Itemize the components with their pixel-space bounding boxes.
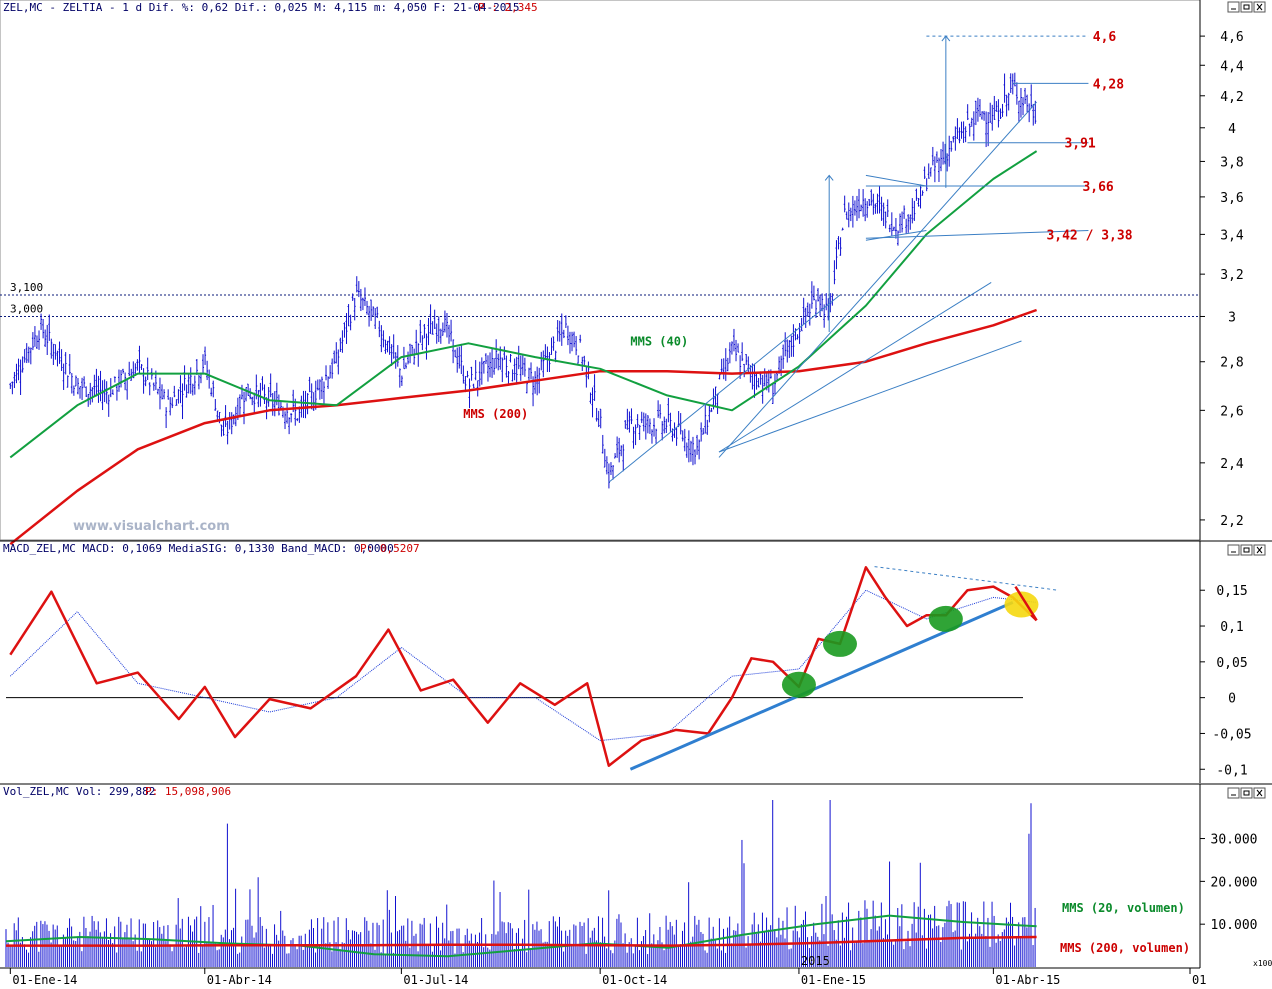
level-label: 3,000: [10, 302, 43, 315]
macd-y-tick-label: 0: [1228, 692, 1236, 707]
price-y-tick-label: 4,6: [1220, 30, 1243, 45]
volume-minimize-button[interactable]: [1227, 787, 1240, 799]
macd-y-tick-label: 0,15: [1216, 584, 1247, 599]
volume-y-tick-label: 30.000: [1211, 833, 1258, 848]
trend-line: [718, 281, 992, 453]
macd-y-axis: 0,15 0,1 0,05 0 -0,05 -0,1: [1200, 584, 1252, 778]
pane-buttons-volume: [1227, 787, 1266, 799]
volume-y-tick-label: 10.000: [1211, 918, 1258, 933]
support-label-391: 3,91: [1064, 137, 1095, 152]
volume-pane-header: Vol_ZEL,MC Vol: 299,882: [3, 785, 155, 798]
macd-signal-marker: [781, 671, 816, 698]
resistance-label-428: 4,28: [1093, 77, 1124, 92]
annotations: [608, 35, 1089, 483]
price-plot: 3,100 3,000 4,6 4,28 3,91 3,66 3,42 / 3,38 MMS …: [0, 30, 1200, 546]
x-axis: 01-Ene-14 01-Abr-14 01-Jul-14 01-Oct-14 01-E…: [0, 954, 1206, 987]
macd-y-tick-label: 0,05: [1216, 656, 1247, 671]
maximize-icon: [1243, 547, 1250, 553]
macd-line: [9, 566, 1038, 767]
trend-line: [865, 174, 927, 187]
macd-signal-line: [9, 589, 1037, 742]
minimize-button[interactable]: [1227, 1, 1240, 13]
macd-y-tick-label: 0,1: [1220, 620, 1243, 635]
volume-mms20-line: [5, 914, 1037, 958]
macd-minimize-button[interactable]: [1227, 544, 1240, 556]
price-y-axis: 4,6 4,4 4,2 4 3,8 3,6 3,4 3,2 3 2,8 2,6 2,4 2,2: [1200, 30, 1244, 529]
macd-y-tick-label: -0,05: [1212, 727, 1251, 742]
macd-pane-header-p: P: 0,5207: [360, 542, 420, 555]
price-y-tick-label: 4,4: [1220, 59, 1244, 74]
volume-mms200-line: [6, 935, 1037, 947]
mms40-label: MMS (40): [630, 335, 688, 349]
price-y-tick-label: 3,2: [1220, 268, 1243, 283]
mms200-label: MMS (200): [463, 407, 528, 421]
macd-maximize-button[interactable]: [1240, 544, 1253, 556]
support-label-366: 3,66: [1082, 180, 1113, 195]
macd-signal-marker: [822, 630, 857, 657]
x-tick-label: 01-Ene-15: [801, 973, 866, 987]
price-y-tick-label: 3,8: [1220, 155, 1243, 170]
volume-pane: Vol_ZEL,MC Vol: 299,882 P: 15,098,906 30…: [0, 783, 1272, 968]
arrow-head-icon: [941, 35, 951, 42]
pane-buttons-macd: [1227, 544, 1266, 556]
close-icon: [1256, 546, 1263, 554]
volume-mms20-label: MMS (20, volumen): [1062, 901, 1185, 915]
price-y-tick-label: 2,2: [1220, 514, 1243, 529]
trend-line: [718, 340, 1022, 453]
macd-pane: MACD_ZEL,MC MACD: 0,1069 MediaSIG: 0,133…: [0, 540, 1272, 783]
pane-buttons-price: [1227, 1, 1266, 13]
trend-line: [865, 230, 927, 241]
price-pane: ZEL,MC - ZELTIA - 1 d Dif. %: 0,62 Dif.:…: [0, 0, 1244, 546]
x-tick-label: 01-Oct-14: [602, 973, 667, 987]
arrow-head-icon: [824, 174, 834, 181]
level-label: 3,100: [10, 281, 43, 294]
macd-divergence-line: [874, 566, 1059, 591]
x-tick-label: 01: [1192, 973, 1206, 987]
mms200-line: [9, 308, 1038, 546]
macd-line-tail: [1014, 585, 1038, 621]
volume-unit: x100: [1253, 959, 1272, 968]
x-tick-label: 01-Jul-14: [403, 973, 468, 987]
volume-y-axis: 30.000 20.000 10.000: [1200, 833, 1258, 933]
price-pane-header: ZEL,MC - ZELTIA - 1 d Dif. %: 0,62 Dif.:…: [3, 1, 520, 14]
macd-pane-header: MACD_ZEL,MC MACD: 0,1069 MediaSIG: 0,133…: [3, 542, 394, 555]
trend-line: [608, 294, 841, 483]
volume-maximize-button[interactable]: [1240, 787, 1253, 799]
close-icon: [1256, 3, 1263, 11]
price-y-tick-label: 3,4: [1220, 228, 1244, 243]
price-y-tick-label: 3: [1228, 310, 1236, 325]
volume-mms200-label: MMS (200, volumen): [1060, 941, 1190, 955]
support-label-342-338: 3,42 / 3,38: [1046, 228, 1132, 243]
price-y-tick-label: 4: [1228, 122, 1236, 137]
maximize-button[interactable]: [1240, 1, 1253, 13]
x-tick-label: 01-Ene-14: [12, 973, 77, 987]
price-y-tick-label: 2,4: [1220, 457, 1244, 472]
watermark: www.visualchart.com: [73, 519, 230, 534]
close-icon: [1256, 789, 1263, 797]
macd-y-tick-label: -0,1: [1216, 763, 1247, 778]
volume-plot: MMS (20, volumen) MMS (200, volumen): [5, 800, 1190, 967]
trend-line: [718, 101, 1037, 458]
x-tick-label: 01-Abr-14: [207, 973, 272, 987]
x-axis-labels: 01-Ene-14 01-Abr-14 01-Jul-14 01-Oct-14 01-E…: [9, 954, 1206, 987]
macd-plot: [6, 566, 1059, 771]
maximize-icon: [1243, 790, 1250, 796]
volume-y-tick-label: 20.000: [1211, 875, 1258, 890]
maximize-icon: [1243, 4, 1250, 10]
price-y-tick-label: 2,6: [1220, 404, 1243, 419]
macd-signal-marker: [928, 605, 963, 632]
price-y-tick-label: 3,6: [1220, 191, 1243, 206]
mms40-line: [9, 150, 1038, 459]
resistance-line: [865, 230, 1089, 239]
price-y-tick-label: 2,8: [1220, 356, 1243, 371]
price-pane-header-p: P : 2,345: [478, 1, 538, 14]
volume-pane-header-p: P: 15,098,906: [145, 785, 231, 798]
price-y-tick-label: 4,2: [1220, 90, 1243, 105]
x-tick-label: 01-Abr-15: [995, 973, 1060, 987]
target-label: 4,6: [1093, 30, 1117, 45]
year-label: 2015: [801, 954, 830, 968]
